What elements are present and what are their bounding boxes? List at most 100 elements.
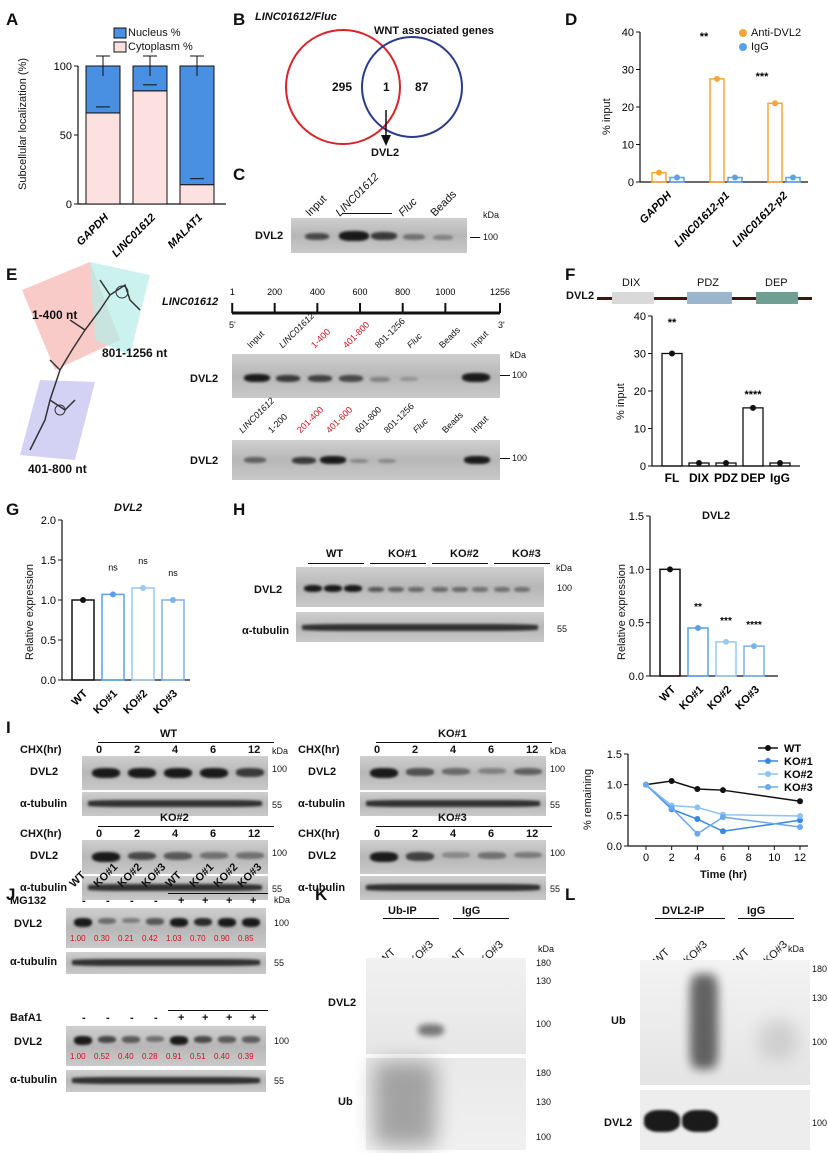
j-quant-value: 1.00 (70, 934, 86, 943)
i-series-point (797, 817, 803, 824)
i-legend-label: KO#1 (784, 756, 813, 768)
i-row-tubulin: α-tubulin (20, 882, 68, 894)
h-row-dvl2: DVL2 (254, 584, 283, 596)
k-m100: 100 (536, 1019, 552, 1029)
j-bafa1-sign: - (106, 1012, 110, 1024)
g-ytick-label: 1.0 (41, 595, 56, 607)
f-ytick-label: 10 (634, 424, 646, 436)
f-point (750, 404, 756, 411)
l-m100b: 100 (812, 1118, 828, 1128)
i-ytick-label: 1.0 (607, 780, 622, 792)
j-bafa1-sign: + (226, 1012, 233, 1024)
i-time-label: 0 (96, 828, 103, 840)
j-marker-55: 55 (274, 1076, 285, 1086)
g-sig: ns (108, 562, 118, 572)
f-point (669, 350, 675, 357)
c-blot (291, 218, 467, 253)
i-marker-100: 100 (550, 764, 566, 774)
j-quant-value: 0.70 (190, 934, 206, 943)
k-blot-dvl2 (366, 958, 526, 1054)
i-series-point (720, 828, 726, 835)
h-ytick-label: 1.0 (629, 564, 644, 576)
i-series-point (694, 816, 701, 823)
j-quant-value: 0.39 (238, 1052, 254, 1061)
i-blot-title: KO#3 (438, 812, 467, 824)
i-chx-label: CHX(hr) (20, 828, 62, 840)
i-marker-55: 55 (272, 800, 283, 810)
i-series-point (720, 787, 726, 794)
i-blot-dvl2 (82, 756, 268, 790)
h-sig: **** (746, 620, 762, 631)
i-series-point (694, 830, 701, 837)
f-ytick-label: 40 (634, 311, 646, 323)
i-blot-dvl2 (360, 756, 546, 790)
i-time-label: 0 (374, 744, 381, 756)
j-quant-value: 1.03 (166, 934, 182, 943)
i-time-label: 2 (134, 744, 141, 756)
i-row-dvl2: DVL2 (308, 766, 337, 778)
i-legend-point (765, 771, 771, 777)
f-point (723, 460, 729, 466)
h-group-label: KO#3 (512, 548, 541, 560)
b-set2-label: WNT associated genes (374, 25, 494, 37)
panel-label: H (233, 500, 246, 519)
e-row-bottom: DVL2 (190, 455, 219, 467)
j-blot-tubulin (66, 952, 266, 974)
k-blot-ub (366, 1058, 526, 1150)
c-kda: kDa (483, 210, 500, 220)
f-ytick-label: 0 (640, 461, 646, 473)
d-sig: ** (700, 31, 709, 43)
j-marker-55: 55 (274, 958, 285, 968)
g-point (80, 597, 86, 603)
h-kda: kDa (556, 563, 573, 573)
ruler-label: 600 (353, 287, 368, 297)
j-quant-value: 0.42 (142, 934, 158, 943)
panel-label: I (6, 718, 11, 737)
d-ytick-label: 40 (622, 27, 634, 39)
i-time-label: 12 (526, 828, 539, 840)
l-m100: 100 (812, 1037, 828, 1047)
j-mg132-sign: - (106, 895, 110, 907)
j-mg132-sign: - (82, 895, 86, 907)
g-title: DVL2 (114, 502, 143, 514)
i-time-label: 12 (248, 744, 261, 756)
i-series-point (797, 798, 803, 805)
c-row-label: DVL2 (255, 230, 284, 242)
d-legend-swatch (739, 43, 747, 51)
l-m180: 180 (812, 964, 828, 974)
f-category-label: DEP (741, 471, 766, 485)
i-series-point (694, 804, 701, 811)
i-series-point (797, 823, 803, 830)
k-group-igg: IgG (462, 905, 481, 917)
j-mg132-sign: + (178, 895, 185, 907)
l-m130: 130 (812, 993, 828, 1003)
a-bar-cytoplasm (85, 112, 121, 205)
j-mg132: MG132 (10, 895, 47, 907)
i-series-point (668, 777, 675, 784)
l-kda: kDa (788, 944, 805, 954)
i-row-dvl2: DVL2 (308, 850, 337, 862)
f-domain-pdz (687, 292, 732, 304)
i-row-dvl2: DVL2 (30, 766, 59, 778)
h-group-label: KO#2 (450, 548, 479, 560)
g-point (170, 597, 176, 603)
d-point (656, 169, 662, 176)
ruler-label: 1 (230, 287, 235, 297)
i-blot-title: WT (160, 728, 178, 740)
i-xtick-label: 10 (768, 852, 780, 864)
i-blot-tubulin (82, 876, 268, 900)
i-time-label: 0 (96, 744, 103, 756)
g-sig: ns (168, 568, 178, 578)
h-marker-55: 55 (557, 624, 568, 634)
j-quant-value: 0.30 (94, 934, 110, 943)
a-legend-nucleus: Nucleus % (128, 27, 181, 39)
h-point (695, 625, 701, 631)
j-mg132-sign: + (202, 895, 209, 907)
i-time-label: 12 (526, 744, 539, 756)
e-5prime: 5' (229, 320, 236, 330)
a-legend-swatch-cytoplasm (113, 41, 127, 53)
i-kda: kDa (272, 746, 289, 756)
